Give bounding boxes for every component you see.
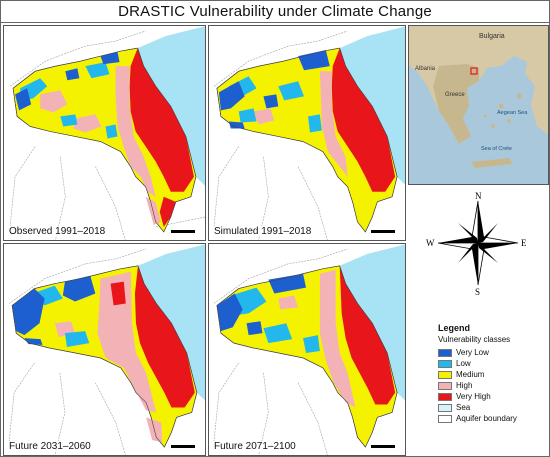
very-high-zone	[339, 265, 396, 405]
legend-label: Sea	[456, 403, 471, 412]
label-greece: Greece	[445, 92, 465, 98]
legend-subtitle: Vulnerability classes	[438, 335, 511, 344]
compass-w: W	[426, 238, 435, 248]
map-panel-future-2071-2100: Future 2071–2100	[208, 243, 406, 456]
vulnerability-map	[213, 244, 405, 455]
sea-area	[137, 26, 205, 186]
legend-item-sea: Sea	[438, 402, 549, 413]
very-high-zone	[110, 265, 195, 408]
sea-area	[339, 26, 405, 185]
panel-label: Future 2071–2100	[212, 441, 298, 452]
legend-swatch	[438, 381, 452, 390]
panel-label: Future 2031–2060	[7, 441, 93, 452]
label-albania: Albania	[415, 66, 436, 72]
legend-swatch	[438, 348, 452, 357]
legend-swatch	[438, 403, 452, 412]
background-borders	[9, 30, 205, 240]
very-low-zone	[216, 273, 307, 336]
north-arrow: N S E W	[408, 187, 549, 297]
label-aegean: Aegean Sea	[497, 110, 528, 116]
greece-land	[433, 64, 479, 144]
scale-bar	[371, 230, 395, 233]
aquifer-boundary	[216, 47, 398, 233]
compass-s: S	[475, 287, 480, 297]
legend-label: Medium	[456, 370, 485, 379]
scale-bar	[371, 445, 395, 448]
aquifer-boundary	[11, 265, 198, 448]
legend-item-low: Low	[438, 358, 549, 369]
legend-swatch	[438, 392, 452, 401]
locator-map-graphic: Bulgaria Albania Greece Aegean Sea Sea o…	[409, 26, 548, 184]
legend-item-very-low: Very Low	[438, 347, 549, 358]
low-zone	[20, 62, 118, 139]
vulnerability-map	[213, 26, 405, 240]
legend-item-high: High	[438, 380, 549, 391]
study-area-marker	[470, 67, 478, 75]
aquifer-boundary	[12, 47, 197, 233]
figure-title: DRASTIC Vulnerability under Climate Chan…	[1, 1, 549, 23]
legend-item-medium: Medium	[438, 369, 549, 380]
legend-label: Aquifer boundary	[456, 414, 517, 423]
label-sea-of-crete: Sea of Crete	[481, 146, 512, 152]
very-low-zone	[12, 275, 96, 346]
legend-title: Legend	[438, 323, 471, 333]
map-panel-observed: Observed 1991–2018	[3, 25, 206, 241]
panel-label: Simulated 1991–2018	[212, 226, 314, 237]
legend-label: Low	[456, 359, 471, 368]
map-panel-future-2031-2060: Future 2031–2060	[3, 243, 206, 456]
turkey-land	[525, 56, 548, 135]
vulnerability-map	[8, 244, 205, 455]
map-panel-simulated: Simulated 1991–2018	[208, 25, 406, 241]
aquifer-boundary	[216, 265, 398, 448]
legend-label: Very High	[456, 392, 491, 401]
legend-label: High	[456, 381, 473, 390]
very-high-zone	[129, 48, 194, 227]
panel-label: Observed 1991–2018	[7, 226, 108, 237]
legend-swatch	[438, 359, 452, 368]
compass-e: E	[521, 238, 527, 248]
high-zone	[278, 269, 356, 408]
islands	[483, 93, 522, 128]
vulnerability-map	[9, 26, 205, 240]
sea-area	[339, 244, 405, 401]
sea-area	[137, 244, 205, 401]
legend-item-aquifer-boundary: Aquifer boundary	[438, 413, 549, 424]
high-zone	[253, 71, 348, 177]
compass-rose-icon: N S E W	[426, 191, 527, 297]
scale-bar	[171, 445, 195, 448]
legend-swatch	[438, 370, 452, 379]
legend-item-very-high: Very High	[438, 391, 549, 402]
scale-bar	[171, 230, 195, 233]
label-bulgaria: Bulgaria	[479, 33, 505, 40]
legend: Legend Vulnerability classes Very Low Lo…	[408, 299, 549, 456]
locator-map: Bulgaria Albania Greece Aegean Sea Sea o…	[408, 25, 549, 185]
legend-swatch	[438, 414, 452, 423]
crete	[471, 158, 513, 168]
compass-n: N	[475, 191, 482, 201]
very-high-zone	[331, 48, 396, 192]
legend-label: Very Low	[456, 348, 489, 357]
legend-items: Very Low Low Medium High Very High Sea	[438, 347, 549, 424]
